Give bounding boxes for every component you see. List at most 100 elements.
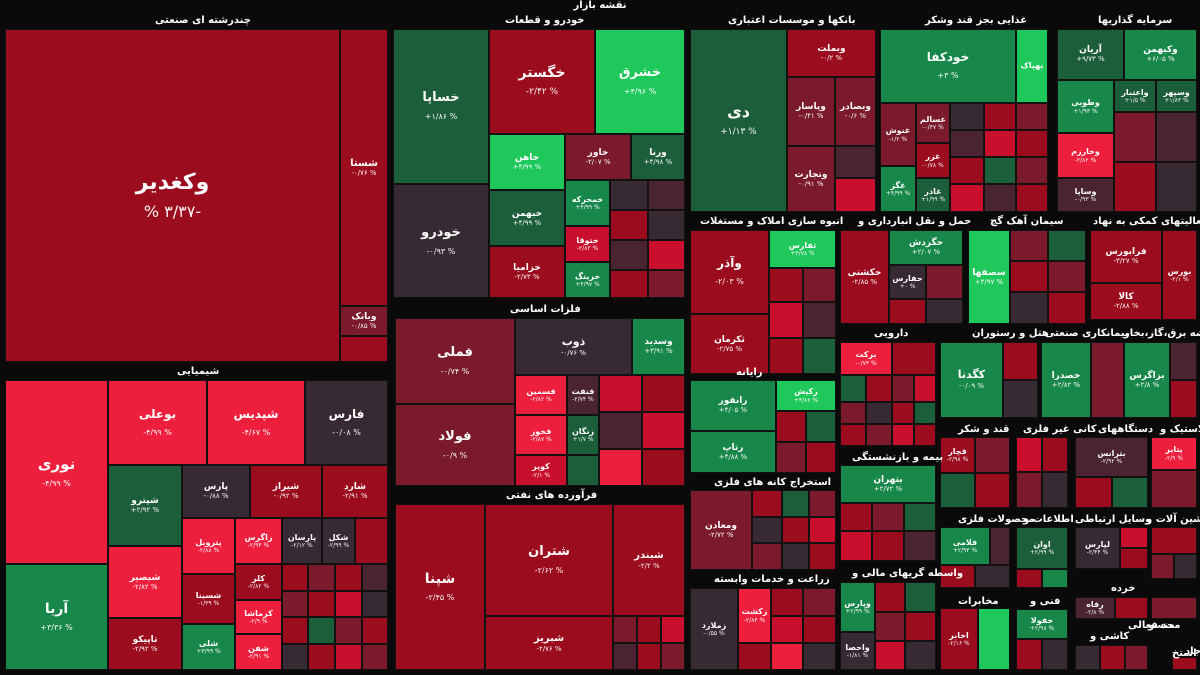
stock-tile-small[interactable] [362,617,388,644]
stock-tile-small[interactable] [803,643,836,670]
stock-tile-small[interactable] [926,265,963,299]
stock-tile-small[interactable] [610,210,648,240]
stock-tile-small[interactable] [308,564,335,591]
stock-tile-small[interactable] [1100,645,1125,670]
stock-tile[interactable]: آریا +۳/۳۶ % [5,564,108,670]
stock-tile[interactable]: اخابر -۲/۱۶ % [940,608,978,670]
stock-tile[interactable]: فملی -۰/۷۴ % [395,318,515,404]
stock-tile-small[interactable] [975,473,1010,508]
stock-tile-small[interactable] [613,643,637,670]
stock-tile-small[interactable] [782,517,809,543]
stock-tile[interactable]: وبانک -۰/۸۵ % [340,306,388,336]
stock-tile[interactable]: شبندر -۲/۲ % [613,504,685,616]
stock-tile-small[interactable] [335,564,362,591]
stock-tile[interactable]: فخوز -۲/۸۷ % [515,415,567,455]
stock-tile[interactable]: خگستر -۲/۴۲ % [489,29,595,134]
stock-tile[interactable]: فلامی +۲/۹۳ % [940,527,990,565]
stock-tile[interactable]: بترانس -۲/۹۲ % [1075,437,1148,477]
stock-tile-small[interactable] [1114,162,1156,212]
stock-tile-small[interactable] [1120,548,1148,569]
stock-tile-small[interactable] [782,490,809,517]
stock-tile-small[interactable] [1091,342,1124,418]
stock-tile-small[interactable] [1120,527,1148,548]
stock-tile[interactable]: حفارس +۰ % [889,265,926,299]
stock-tile[interactable]: وکغدیر % ۳/۳۷- [5,29,340,362]
stock-tile-small[interactable] [340,336,388,362]
stock-tile[interactable]: قچار -۲/۹۸ % [940,437,975,473]
stock-tile[interactable]: خاهن +۴/۹۹ % [489,134,565,190]
stock-tile-small[interactable] [875,582,905,612]
stock-tile-small[interactable] [648,180,685,210]
stock-tile[interactable]: پارس -۰/۸۸ % [182,465,250,518]
stock-tile-small[interactable] [892,402,914,424]
stock-tile[interactable]: بوعلی -۴/۹۹ % [108,380,207,465]
stock-tile[interactable]: خاور -۲/۰۷ % [565,134,631,180]
stock-tile-small[interactable] [1016,437,1042,472]
stock-tile[interactable]: آریان +۹/۷۳ % [1057,29,1124,80]
stock-tile-small[interactable] [840,503,872,531]
stock-tile[interactable]: غزر -۰/۷۸ % [916,143,950,178]
stock-tile-small[interactable] [835,178,876,212]
stock-tile-small[interactable] [950,157,984,184]
stock-tile-small[interactable] [1172,657,1197,670]
stock-tile-small[interactable] [599,449,642,486]
stock-tile[interactable]: اوان +۲/۹۹ % [1016,527,1068,569]
stock-tile-small[interactable] [1016,157,1048,184]
stock-tile[interactable]: تاپیکو -۲/۹۲ % [108,618,182,670]
stock-tile[interactable]: شفن -۲/۹۱ % [235,634,282,670]
stock-tile[interactable]: وپاسار -۰/۴۱ % [787,77,835,146]
stock-tile[interactable]: رتاپ +۴/۸۸ % [690,431,776,473]
stock-tile-small[interactable] [1003,380,1038,418]
stock-tile[interactable]: وبصادر -۰/۶ % [835,77,876,146]
stock-tile-small[interactable] [282,617,308,644]
stock-tile[interactable]: واعتبار +۱/۵ % [1114,80,1156,112]
stock-tile[interactable]: وکبهمن +۶/۰۵ % [1124,29,1197,80]
stock-tile[interactable]: شکل -۲/۹۹ % [322,518,355,564]
stock-tile-small[interactable] [806,442,836,473]
stock-tile-small[interactable] [950,103,984,130]
stock-tile-small[interactable] [661,616,685,643]
stock-tile-small[interactable] [610,240,648,270]
stock-tile-small[interactable] [840,531,872,561]
stock-tile[interactable]: دی +۱/۱۳ % [690,29,787,212]
stock-tile-small[interactable] [567,455,599,486]
stock-tile-small[interactable] [984,184,1016,212]
stock-tile-small[interactable] [950,130,984,157]
stock-tile-small[interactable] [872,531,904,561]
stock-tile-small[interactable] [926,299,963,324]
stock-tile-small[interactable] [335,617,362,644]
stock-tile[interactable]: لپارس -۲/۴۴ % [1075,527,1120,569]
stock-tile[interactable]: غگز +۴/۹۹ % [880,166,916,212]
stock-tile-small[interactable] [771,616,803,643]
stock-tile-small[interactable] [1042,639,1068,670]
stock-tile[interactable]: شتران -۲/۶۲ % [485,504,613,616]
stock-tile-small[interactable] [308,591,335,617]
stock-tile-small[interactable] [1156,162,1197,212]
stock-tile-small[interactable] [282,564,308,591]
stock-tile-small[interactable] [875,641,905,670]
stock-tile-small[interactable] [905,641,936,670]
stock-tile-small[interactable] [1042,437,1068,472]
stock-tile-small[interactable] [1151,554,1174,579]
stock-tile-small[interactable] [648,240,685,270]
stock-tile-small[interactable] [769,268,803,302]
stock-tile-small[interactable] [1151,470,1197,508]
stock-tile-small[interactable] [1016,569,1042,588]
stock-tile[interactable]: وتجارت -۰/۹۱ % [787,146,835,212]
stock-tile[interactable]: حکشتی -۲/۸۵ % [840,230,889,324]
stock-tile[interactable]: شستا -۰/۷۶ % [340,29,388,306]
stock-tile[interactable]: ومعادن -۲/۷۲ % [690,490,752,570]
stock-tile[interactable]: پارسان -۲/۱۲ % [282,518,322,564]
stock-tile[interactable]: شارد -۲/۹۱ % [322,465,388,518]
stock-tile-small[interactable] [1016,130,1048,157]
stock-tile[interactable]: وآذر -۲/۰۳ % [690,230,769,314]
stock-tile[interactable]: زنگان +۱/۷ % [567,415,599,455]
stock-tile[interactable]: وسپهر +۱/۸۳ % [1156,80,1197,112]
stock-tile-small[interactable] [803,616,836,643]
stock-tile-small[interactable] [806,411,836,442]
stock-tile-small[interactable] [872,503,904,531]
stock-tile-small[interactable] [642,449,685,486]
stock-tile-small[interactable] [1016,103,1048,130]
stock-tile[interactable]: خشرق +۴/۹۶ % [595,29,685,134]
stock-tile-small[interactable] [776,411,806,442]
